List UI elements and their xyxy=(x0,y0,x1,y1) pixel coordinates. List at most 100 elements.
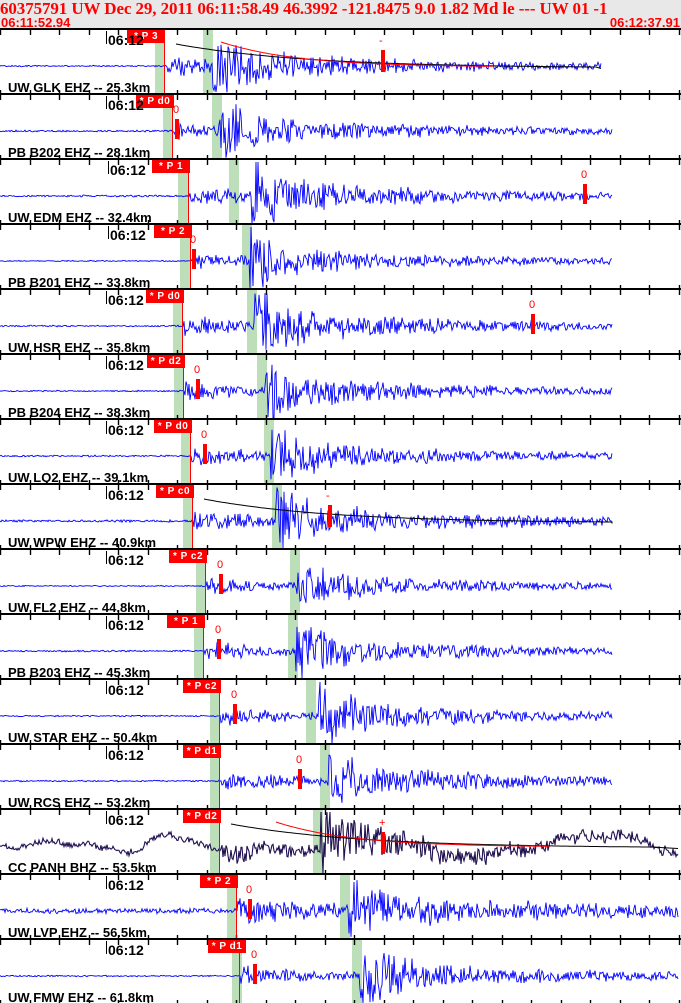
phase-window-band xyxy=(264,420,274,483)
coda-marker-bar[interactable] xyxy=(381,50,385,72)
pick-label-tag[interactable]: * P d0 xyxy=(146,290,184,303)
window-end-time: 06:12:37.91 xyxy=(609,15,680,30)
waveform-plot xyxy=(0,225,681,288)
seismogram-row[interactable]: * P 3 - 06:12 UW GLK EHZ -- 25.3km xyxy=(0,28,681,93)
station-channel-label: UW EDM EHZ -- 32.4km xyxy=(8,210,152,223)
waveform-trace xyxy=(0,681,613,743)
seismogram-row[interactable]: * P d1 0 06:12 UW FMW EHZ -- 61.8km xyxy=(0,938,681,1003)
p-pick-line[interactable] xyxy=(188,168,189,223)
pick-label-tag[interactable]: * P d1 xyxy=(183,745,221,758)
p-pick-line[interactable] xyxy=(236,883,237,938)
coda-marker-label: 0 xyxy=(190,234,197,246)
time-label-tick xyxy=(106,96,107,109)
axis-ticks xyxy=(0,225,681,288)
waveform-trace xyxy=(0,567,613,603)
station-channel-label: UW WPW EHZ -- 40.9km xyxy=(8,535,157,548)
p-pick-line[interactable] xyxy=(219,818,220,873)
coda-marker-bar[interactable] xyxy=(298,769,302,789)
pick-label-tag[interactable]: * P c2 xyxy=(183,680,221,693)
pick-label-tag[interactable]: * P d0 xyxy=(136,95,174,108)
pick-label-tag[interactable]: * P d0 xyxy=(154,420,192,433)
coda-marker-bar[interactable] xyxy=(233,704,237,724)
phase-window-band xyxy=(196,550,206,613)
pick-label-tag[interactable]: * P 1 xyxy=(167,615,205,628)
pick-label-tag[interactable]: * P c2 xyxy=(169,550,207,563)
coda-marker-bar[interactable] xyxy=(248,899,252,919)
p-pick-line[interactable] xyxy=(190,428,191,483)
p-pick-line[interactable] xyxy=(219,753,220,808)
seismogram-row[interactable]: * P d0 0 06:12 UW LQ2 EHZ -- 39.1km xyxy=(0,418,681,483)
phase-window-band xyxy=(210,810,220,873)
axis-ticks xyxy=(0,745,681,808)
pick-label-tag[interactable]: * P c0 xyxy=(156,485,194,498)
waveform-plot xyxy=(0,550,681,613)
time-axis-label: 06:12 xyxy=(110,162,146,178)
pick-label-tag[interactable]: * P 1 xyxy=(152,160,190,173)
coda-marker-label: 0 xyxy=(296,754,303,766)
seismogram-row[interactable]: * P c2 0 06:12 UW FL2 EHZ -- 44.8km xyxy=(0,548,681,613)
pick-label-tag[interactable]: * P d1 xyxy=(208,940,246,953)
time-axis-label: 06:12 xyxy=(108,942,144,958)
seismogram-row[interactable]: * P 1 0 06:12 UW EDM EHZ -- 32.4km xyxy=(0,158,681,223)
time-label-tick xyxy=(106,681,107,694)
coda-marker-label: 0 xyxy=(251,949,258,961)
station-channel-label: UW STAR EHZ -- 50.4km xyxy=(8,730,158,743)
time-axis-label: 06:12 xyxy=(108,32,144,48)
waveform-trace xyxy=(0,626,613,678)
coda-marker-bar[interactable] xyxy=(196,379,200,399)
coda-marker-bar[interactable] xyxy=(219,574,223,594)
waveform-plot xyxy=(0,810,681,873)
coda-marker-bar[interactable] xyxy=(381,832,385,854)
time-label-tick xyxy=(106,746,107,759)
seismogram-row[interactable]: * P d0 0 06:12 PB B202 EHZ -- 28.1km xyxy=(0,93,681,158)
seismogram-row[interactable]: * P d2 +06:12 CC PANH BHZ -- 53.5km xyxy=(0,808,681,873)
coda-marker-bar[interactable] xyxy=(583,184,587,204)
pick-label-tag[interactable]: * P 2 xyxy=(200,875,238,888)
seismogram-row[interactable]: * P d0 0 06:12 UW HSR EHZ -- 35.8km xyxy=(0,288,681,353)
phase-window-band xyxy=(257,355,267,418)
seismogram-row[interactable]: * P d2 0 06:12 PB B204 EHZ -- 38.3km xyxy=(0,353,681,418)
p-pick-line[interactable] xyxy=(182,298,183,353)
seismogram-row[interactable]: * P c0 - 06:12 UW WPW EHZ -- 40.9km xyxy=(0,483,681,548)
coda-marker-label: 0 xyxy=(231,689,238,701)
p-pick-line[interactable] xyxy=(190,233,191,288)
p-pick-line[interactable] xyxy=(172,103,173,158)
pick-label-tag[interactable]: * P d2 xyxy=(183,810,221,823)
coda-envelope-curve xyxy=(175,43,602,69)
phase-window-band xyxy=(210,680,220,743)
coda-marker-bar[interactable] xyxy=(328,505,332,527)
time-axis-label: 06:12 xyxy=(108,487,144,503)
waveform-plot xyxy=(0,30,681,93)
coda-marker-bar[interactable] xyxy=(253,964,257,984)
phase-window-band xyxy=(272,485,282,548)
seismogram-row[interactable]: * P d1 0 06:12 UW RCS EHZ -- 53.2km xyxy=(0,743,681,808)
time-label-tick xyxy=(106,421,107,434)
coda-marker-label: 0 xyxy=(581,169,588,181)
p-pick-line[interactable] xyxy=(219,688,220,743)
p-pick-line[interactable] xyxy=(239,948,240,1003)
p-pick-line[interactable] xyxy=(203,623,204,678)
station-channel-label: UW GLK EHZ -- 25.3km xyxy=(8,80,151,93)
seismogram-row[interactable]: * P 2 0 06:12 UW LVP EHZ -- 56.5km xyxy=(0,873,681,938)
coda-marker-bar[interactable] xyxy=(192,249,196,269)
p-pick-line[interactable] xyxy=(183,363,184,418)
waveform-trace xyxy=(0,104,613,158)
p-pick-line[interactable] xyxy=(205,558,206,613)
coda-marker-bar[interactable] xyxy=(217,639,221,659)
p-pick-line[interactable] xyxy=(164,38,165,93)
pick-label-tag[interactable]: * P 2 xyxy=(154,225,192,238)
axis-ticks xyxy=(0,550,681,613)
seismogram-row[interactable]: * P c2 0 06:12 UW STAR EHZ -- 50.4km xyxy=(0,678,681,743)
coda-marker-bar[interactable] xyxy=(203,444,207,464)
pick-label-tag[interactable]: * P d2 xyxy=(147,355,185,368)
pick-label-tag[interactable]: * P 3 xyxy=(127,30,165,43)
axis-ticks xyxy=(0,420,681,483)
seismogram-row[interactable]: * P 1 0 06:12 PB B203 EHZ -- 45.3km xyxy=(0,613,681,678)
coda-marker-label: 0 xyxy=(217,559,224,571)
time-label-tick xyxy=(108,161,109,174)
seismogram-row[interactable]: * P 2 0 06:12 PB B201 EHZ -- 33.8km xyxy=(0,223,681,288)
coda-marker-bar[interactable] xyxy=(531,314,535,334)
p-pick-line[interactable] xyxy=(192,493,193,548)
coda-marker-bar[interactable] xyxy=(175,119,179,139)
axis-ticks xyxy=(0,810,681,873)
